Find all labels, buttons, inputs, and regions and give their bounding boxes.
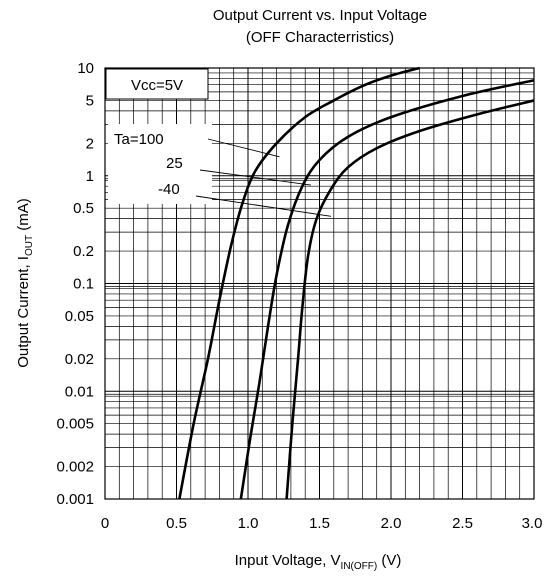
y-tick-label: 0.02 (65, 351, 94, 368)
y-tick-labels: 10 5 2 1 0.5 0.2 0.1 0.05 0.02 0.01 0.005 0.002 0.00… (56, 60, 94, 508)
series-line-25 (239, 78, 535, 500)
leader-line (207, 138, 280, 158)
series-label-100: Ta=100 (114, 131, 164, 148)
x-tick-label: 0 (101, 515, 109, 532)
y-tick-label: 0.002 (56, 459, 94, 476)
series-lines (178, 66, 535, 500)
x-tick-label: 1.5 (309, 515, 330, 532)
y-tick-label: 0.2 (73, 243, 94, 260)
y-tick-label: 1 (86, 168, 94, 185)
leader-line (195, 195, 332, 217)
chart-subtitle: (OFF Characterristics) (246, 29, 394, 46)
x-tick-label: 2.5 (452, 515, 473, 532)
x-tick-label: 2.0 (381, 515, 402, 532)
y-tick-label: 2 (86, 135, 94, 152)
y-tick-label: 5 (86, 92, 94, 109)
y-tick-label: 0.5 (73, 200, 94, 217)
series-line--40 (285, 99, 535, 500)
x-axis-label: Input Voltage, VIN(OFF) (V) (235, 552, 402, 572)
plot-frame (104, 67, 535, 500)
legend-background (108, 124, 212, 204)
series-line-100 (178, 66, 420, 500)
y-tick-label: 0.001 (56, 491, 94, 508)
leader-line (199, 169, 311, 186)
x-tick-label: 0.5 (166, 515, 187, 532)
y-tick-label: 0.1 (73, 276, 94, 293)
x-tick-label: 3.0 (522, 515, 543, 532)
chart-title: Output Current vs. Input Voltage (213, 7, 427, 24)
condition-box (105, 68, 209, 100)
series-label--40: -40 (158, 181, 180, 198)
y-tick-label: 0.005 (56, 416, 94, 433)
series-label-25: 25 (166, 155, 183, 172)
y-tick-label: 10 (77, 60, 94, 77)
x-tick-labels: 0 0.5 1.0 1.5 2.0 2.5 3.0 (101, 515, 543, 532)
y-tick-label: 0.01 (65, 383, 94, 400)
x-tick-label: 1.0 (238, 515, 259, 532)
y-tick-label: 0.05 (65, 308, 94, 325)
condition-label: Vcc=5V (131, 77, 183, 94)
y-axis-label: Output Current, IOUT (mA) (15, 198, 35, 368)
